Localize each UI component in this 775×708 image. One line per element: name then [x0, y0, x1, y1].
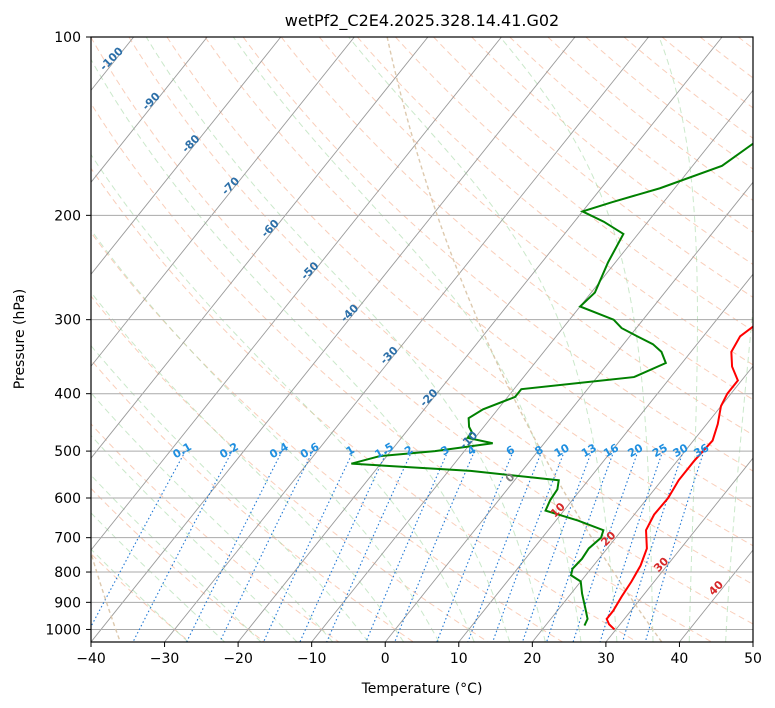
- x-axis-title: Temperature (°C): [361, 681, 483, 697]
- series-layer: [351, 142, 753, 631]
- isotherm-line: [237, 37, 723, 642]
- isotherm-line: [91, 37, 355, 367]
- moist-adiabat-line: [91, 291, 405, 642]
- x-tick-label: 10: [450, 651, 468, 667]
- isotherm-line: [0, 37, 60, 642]
- dewpoint-profile-line: [351, 142, 753, 626]
- mixing-ratio-line: [599, 450, 664, 642]
- moist-adiabat-line: [145, 37, 546, 642]
- x-tick-label: 50: [744, 651, 762, 667]
- moist-adiabat-line: [232, 37, 582, 642]
- mixing-ratio-line: [521, 450, 593, 642]
- y-tick-label: 800: [54, 565, 81, 581]
- mixing-ratio-line: [365, 450, 449, 642]
- mixing-ratio-line: [326, 450, 413, 642]
- dry-adiabat-line: [91, 295, 489, 642]
- moist-adiabat-line: [91, 58, 511, 642]
- dry-adiabat-line: [91, 423, 340, 642]
- mixing-ratio-line: [572, 450, 639, 642]
- isotherm-line: [458, 273, 753, 642]
- isotherm-line: [752, 641, 753, 642]
- tick-layer: −40 −30 −20 −10 0 10 20 30 40 50 100 200 300 400 500 60…: [45, 30, 762, 667]
- dry-adiabat-line: [280, 37, 753, 436]
- y-tick-label: 700: [54, 531, 81, 547]
- dry-adiabat-line: [91, 37, 753, 625]
- isotherm-line: [164, 37, 649, 642]
- mixing-ratio-line: [644, 450, 705, 642]
- y-tick-label: 200: [54, 208, 81, 224]
- dry-adiabat-line: [91, 487, 265, 642]
- x-tick-label: −30: [150, 651, 180, 667]
- moist-adiabat-line: [762, 37, 775, 642]
- mixing-ratio-line: [394, 450, 476, 642]
- dry-adiabat-line: [128, 37, 753, 585]
- isotherm-line: [91, 37, 282, 275]
- mixing-ratio-line: [546, 450, 615, 642]
- plot-frame: [90, 36, 754, 643]
- isotherm-line: [91, 37, 576, 642]
- x-tick-label: −20: [223, 651, 253, 667]
- moist-adiabat-line: [725, 303, 753, 642]
- chart-title: wetPf2_C2E4.2025.328.14.41.G02: [285, 11, 559, 31]
- mixing-ratio-line: [622, 450, 684, 642]
- dry-adiabat-line: [395, 37, 753, 332]
- y-axis-title: Pressure (hPa): [12, 289, 28, 389]
- moist-adiabat-line: [658, 37, 698, 642]
- dry-adiabat-line: [166, 37, 753, 547]
- y-tick-label: 900: [54, 595, 81, 611]
- dry-adiabat-line: [91, 102, 713, 642]
- y-tick-label: 1000: [45, 622, 81, 638]
- isotherm-line: [91, 37, 502, 551]
- isotherm-line: [91, 37, 208, 183]
- isotherm-line: [311, 89, 753, 642]
- moist-adiabat-line: [91, 229, 440, 642]
- y-tick-label: 600: [54, 491, 81, 507]
- y-tick-label: 500: [54, 444, 81, 460]
- dry-adiabat-line: [204, 37, 753, 509]
- plot-background: [91, 37, 753, 642]
- x-tick-label: 0: [381, 651, 390, 667]
- moist-adiabat-line: [91, 474, 262, 642]
- dry-adiabat-line: [91, 167, 638, 642]
- x-tick-label: 30: [597, 651, 615, 667]
- x-tick-label: 20: [523, 651, 541, 667]
- isotherm-line: [91, 37, 429, 459]
- isotherm-line: [384, 181, 753, 642]
- isotherm-line: [531, 365, 753, 642]
- x-tick-label: 40: [671, 651, 689, 667]
- y-tick-label: 100: [54, 30, 81, 46]
- mixing-ratio-line: [299, 450, 388, 642]
- x-tick-label: −40: [76, 651, 106, 667]
- temperature-profile-line: [605, 325, 753, 631]
- x-tick-label: −10: [297, 651, 327, 667]
- isotherm-line: [605, 457, 753, 642]
- y-tick-label: 300: [54, 313, 81, 329]
- moist-adiabat-line: [91, 344, 369, 642]
- grid-layer: [0, 37, 775, 642]
- dry-adiabat-line: [509, 37, 753, 233]
- mixing-ratio-line: [91, 450, 186, 628]
- moist-adiabat-line: [91, 548, 189, 642]
- reference-curve-line: [386, 37, 663, 642]
- y-tick-label: 400: [54, 387, 81, 403]
- moist-adiabat-line: [91, 392, 334, 642]
- mixing-ratio-line: [219, 450, 314, 642]
- dry-adiabat-line: [91, 231, 563, 642]
- moist-adiabat-line: [499, 37, 654, 642]
- moist-adiabat-line: [91, 153, 475, 642]
